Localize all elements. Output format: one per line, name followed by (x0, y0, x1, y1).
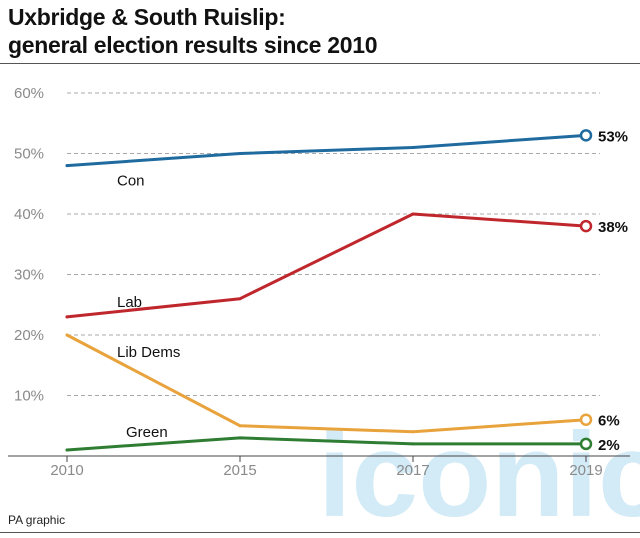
x-tick-label: 2010 (50, 462, 83, 479)
data-point-con (411, 145, 415, 149)
y-tick-label: 50% (14, 146, 44, 163)
y-tick-label: 40% (14, 206, 44, 223)
series-label-green: Green (126, 424, 168, 441)
y-tick-label: 20% (14, 327, 44, 344)
source-credit: PA graphic (8, 513, 66, 527)
series-line-lib-dems (65, 333, 588, 434)
series-layer (65, 129, 593, 452)
data-point-lib-dems (579, 413, 593, 426)
series-label-lab: Lab (117, 294, 142, 311)
data-point-green (411, 442, 415, 446)
data-point-green (65, 448, 69, 452)
data-point-lib-dems (411, 430, 415, 434)
data-point-lib-dems (65, 333, 69, 337)
y-tick-label: 10% (14, 388, 44, 405)
chart-title: Uxbridge & South Ruislip: (8, 4, 286, 30)
grid-layer (67, 92, 600, 396)
top-divider (0, 63, 640, 64)
data-point-lab (65, 315, 69, 319)
data-point-green (238, 436, 242, 440)
x-tick-label: 2019 (569, 462, 602, 479)
data-point-lab (411, 212, 415, 216)
x-tick-label: 2017 (396, 462, 429, 479)
data-point-lib-dems (238, 424, 242, 428)
series-label-lib-dems: Lib Dems (117, 344, 180, 361)
data-point-con (65, 164, 69, 168)
end-value-label-green: 2% (598, 437, 620, 454)
y-tick-label: 60% (14, 85, 44, 102)
series-line-lab (65, 212, 588, 319)
axis-layer: 10% 20% 30% 40% 50% 60% 2010 2015 2017 2019 (8, 85, 630, 479)
series-line-green (65, 436, 588, 452)
bottom-divider (0, 532, 640, 533)
y-tick-label: 30% (14, 267, 44, 284)
end-value-label-lib-dems: 6% (598, 413, 620, 430)
data-point-con (238, 152, 242, 155)
chart-subtitle: general election results since 2010 (8, 32, 378, 58)
data-point-lab (238, 297, 242, 301)
series-line-con (65, 133, 588, 168)
series-label-con: Con (117, 173, 145, 190)
label-layer: 53% Con 38% Lab 6% Lib Dems 2% Green (117, 128, 628, 454)
end-value-label-con: 53% (598, 128, 628, 145)
end-value-label-lab: 38% (598, 219, 628, 236)
data-point-lab (579, 219, 593, 233)
data-point-green (579, 437, 593, 451)
x-tick-label: 2015 (223, 462, 256, 479)
data-point-con (579, 129, 593, 142)
